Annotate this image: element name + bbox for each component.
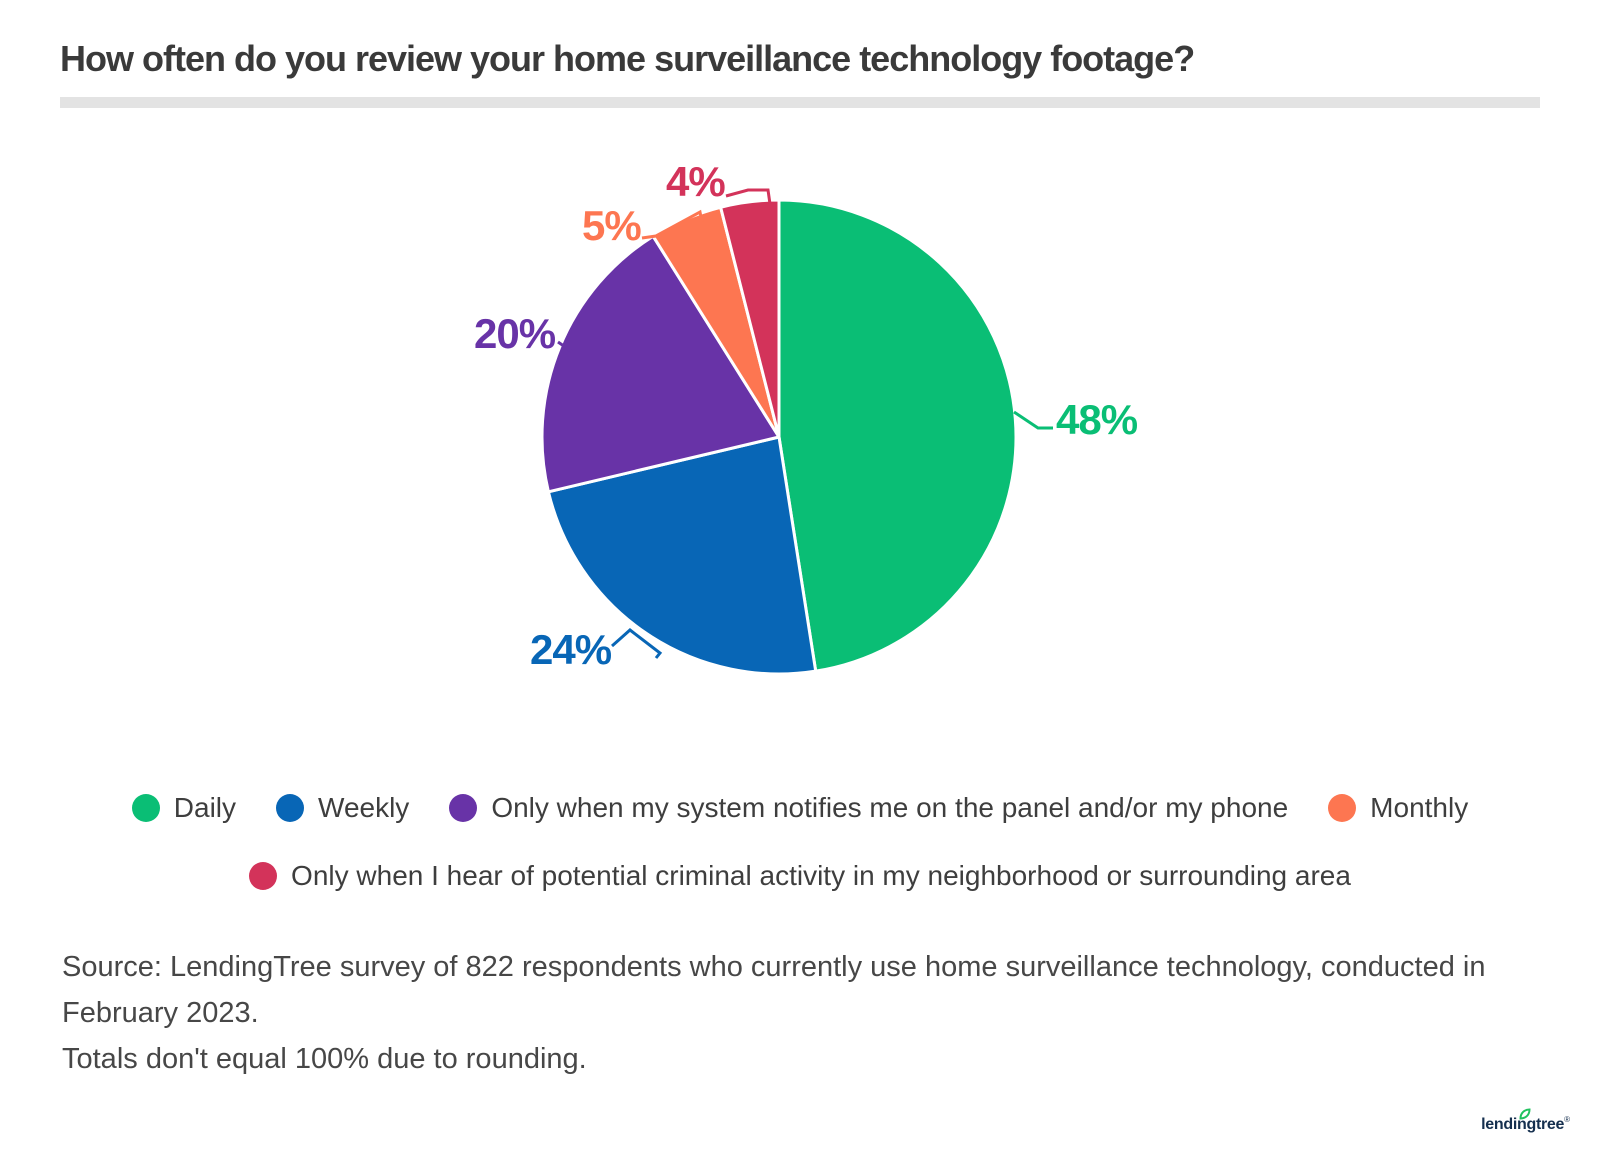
- legend-item-monthly: Monthly: [1328, 792, 1468, 824]
- chart-title: How often do you review your home survei…: [60, 38, 1195, 79]
- legend-dot-system-notifies: [449, 794, 478, 822]
- legend-dot-weekly: [276, 794, 305, 822]
- logo-trademark: ®: [1564, 1115, 1570, 1124]
- legend: Daily Weekly Only when my system notifie…: [0, 792, 1600, 892]
- logo-text: lendingtree: [1481, 1116, 1565, 1133]
- leader-line-system-notifies: [557, 340, 575, 355]
- legend-label-daily: Daily: [173, 792, 237, 823]
- legend-row-2: Only when I hear of potential criminal a…: [249, 860, 1351, 892]
- lendingtree-logo-wrap: lendingtree®: [1481, 1108, 1570, 1134]
- legend-item-weekly: Weekly: [276, 792, 409, 824]
- leader-line-weekly: [611, 628, 663, 659]
- pie-slice-daily: [777, 198, 1018, 673]
- legend-item-criminal-activity: Only when I hear of potential criminal a…: [249, 860, 1351, 892]
- pie-slice-criminal-activity: [719, 198, 781, 439]
- pct-label-daily: 48%: [1056, 396, 1138, 443]
- pie-slices-group: [540, 198, 1018, 676]
- legend-label-monthly: Monthly: [1370, 792, 1469, 823]
- source-note-line2: Totals don't equal 100% due to rounding.: [62, 1043, 587, 1075]
- leader-line-daily: [1013, 410, 1053, 430]
- legend-dot-daily: [131, 794, 160, 822]
- title-divider: [60, 97, 1540, 108]
- legend-label-system-notifies: Only when my system notifies me on the p…: [491, 792, 1289, 823]
- leader-line-criminal-activity: [725, 188, 772, 205]
- pie-slice-weekly: [546, 435, 818, 676]
- source-note: Source: LendingTree survey of 822 respon…: [62, 944, 1600, 1082]
- legend-row-1: Daily Weekly Only when my system notifie…: [131, 792, 1468, 824]
- pie-slice-system-notifies: [540, 234, 781, 494]
- legend-dot-criminal-activity: [249, 862, 278, 890]
- pct-label-system-notifies: 20%: [474, 310, 556, 357]
- legend-label-weekly: Weekly: [318, 792, 410, 823]
- legend-item-daily: Daily: [131, 792, 237, 824]
- legend-item-system-notifies: Only when my system notifies me on the p…: [449, 792, 1288, 824]
- legend-label-criminal-activity: Only when I hear of potential criminal a…: [291, 860, 1351, 891]
- pct-label-criminal-activity: 4%: [666, 158, 726, 205]
- source-note-line1: Source: LendingTree survey of 822 respon…: [62, 951, 1486, 1029]
- pct-label-weekly: 24%: [530, 626, 612, 673]
- leaf-icon: [1519, 1108, 1531, 1120]
- leader-line-monthly: [641, 209, 704, 240]
- pct-label-monthly: 5%: [582, 202, 642, 249]
- legend-dot-monthly: [1328, 794, 1357, 822]
- lendingtree-logo: lendingtree®: [1481, 1108, 1570, 1134]
